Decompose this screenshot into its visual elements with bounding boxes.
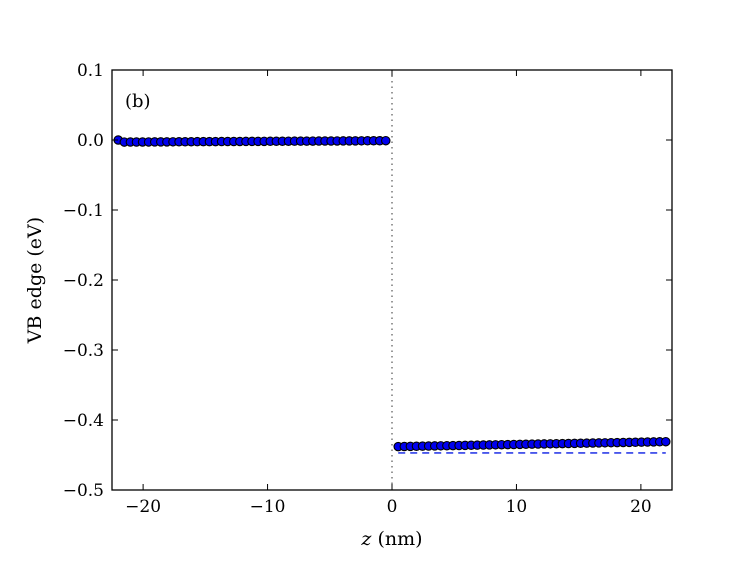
y-tick-label: −0.5 bbox=[63, 481, 104, 501]
x-tick-label: 10 bbox=[506, 497, 528, 517]
x-tick-label: −10 bbox=[250, 497, 286, 517]
y-tick-label: −0.2 bbox=[63, 271, 104, 291]
axis-ticks: −20 −10 0 10 20 0.1 0.0 −0.1 −0.2 −0.3 −0.4 −0.5 bbox=[63, 61, 672, 517]
x-tick-label: 20 bbox=[630, 497, 652, 517]
data-point bbox=[381, 135, 391, 146]
data-point bbox=[661, 436, 671, 447]
x-axis-unit: (nm) bbox=[371, 528, 422, 550]
panel-label: (b) bbox=[125, 91, 151, 112]
x-tick-label: 0 bbox=[387, 497, 398, 517]
x-axis-variable: z bbox=[360, 528, 372, 550]
data-points bbox=[113, 135, 671, 452]
y-tick-label: 0.1 bbox=[77, 61, 104, 81]
x-axis-label: z (nm) bbox=[360, 528, 422, 550]
y-axis-label: VB edge (eV) bbox=[24, 217, 46, 344]
y-tick-label: 0.0 bbox=[77, 131, 104, 151]
x-tick-label: −20 bbox=[125, 497, 161, 517]
y-tick-label: −0.1 bbox=[63, 201, 104, 221]
y-tick-label: −0.4 bbox=[63, 411, 104, 431]
y-tick-label: −0.3 bbox=[63, 341, 104, 361]
